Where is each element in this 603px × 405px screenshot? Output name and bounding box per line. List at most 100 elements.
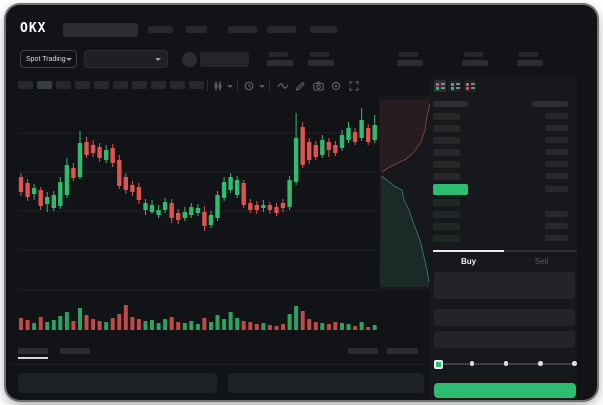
slider-dot-50[interactable] <box>503 361 509 366</box>
candle-body <box>169 203 174 218</box>
okx-logo[interactable]: OKX <box>20 21 47 36</box>
volume-bar <box>182 323 187 330</box>
chevron-down-icon <box>155 57 161 61</box>
draw-pencil-icon[interactable] <box>295 81 305 91</box>
toolbar-divider <box>237 80 238 91</box>
volume-bar <box>78 308 82 330</box>
price-field[interactable] <box>434 272 575 299</box>
market-type-dropdown[interactable]: Spot Trading <box>20 50 77 68</box>
candle-type-icon[interactable] <box>213 81 223 91</box>
total-field[interactable] <box>434 331 575 348</box>
candle-body <box>117 160 122 186</box>
camera-icon[interactable] <box>313 81 324 91</box>
candle-body <box>339 135 345 148</box>
candle-body <box>352 132 358 142</box>
candle-body <box>366 128 371 142</box>
toolbar-tool-placeholder[interactable] <box>189 81 204 89</box>
candle-body <box>254 205 259 210</box>
toolbar-tool-placeholder[interactable] <box>151 81 166 89</box>
nav-item-placeholder-4[interactable] <box>267 26 296 33</box>
slider-dot-100[interactable] <box>572 361 577 366</box>
orderbook-bid-price-bar[interactable] <box>433 235 460 242</box>
amount-field[interactable] <box>434 309 575 326</box>
bottom-tab-active[interactable] <box>18 348 48 354</box>
candle-body <box>45 197 50 204</box>
stat-label-placeholder <box>399 52 418 57</box>
stat-label-placeholder <box>464 52 483 57</box>
fullscreen-icon[interactable] <box>349 81 359 91</box>
volume-bar <box>346 324 351 330</box>
chevron-down-icon[interactable] <box>227 85 233 88</box>
search-input[interactable] <box>63 23 138 37</box>
orderbook-ask-price-bar[interactable] <box>433 161 460 168</box>
bottom-right-action-1[interactable] <box>348 348 378 354</box>
slider-handle[interactable] <box>434 359 443 369</box>
toolbar-tool-placeholder[interactable] <box>75 81 90 89</box>
book-bids-icon[interactable] <box>449 80 461 92</box>
toolbar-tool-placeholder-active[interactable] <box>37 81 52 89</box>
candle-body <box>215 195 220 218</box>
orderbook-header-price <box>433 101 468 107</box>
bottom-right-action-2[interactable] <box>387 348 418 354</box>
orderbook-bid-price-bar[interactable] <box>433 199 460 206</box>
candle-body <box>293 138 299 182</box>
candle-body <box>195 208 201 213</box>
book-combined-icon[interactable] <box>434 80 446 92</box>
orderbook-ask-price-bar[interactable] <box>433 137 460 144</box>
toolbar-tool-placeholder[interactable] <box>94 81 109 89</box>
tab-sell[interactable]: Sell <box>534 256 549 266</box>
toolbar-tool-placeholder[interactable] <box>170 81 185 89</box>
volume-bar <box>51 320 56 330</box>
candlestick-chart[interactable] <box>6 5 597 400</box>
orderbook-ask-price-bar[interactable] <box>433 125 460 132</box>
toolbar-tool-placeholder[interactable] <box>18 81 33 89</box>
nav-item-placeholder-3[interactable] <box>228 26 257 33</box>
orderbook-amount-bar <box>545 173 568 179</box>
orderbook-ask-price-bar[interactable] <box>433 149 460 156</box>
chevron-down-icon[interactable] <box>259 85 265 88</box>
toolbar-tool-placeholder[interactable] <box>132 81 147 89</box>
candle-body <box>320 140 325 155</box>
volume-bar <box>195 324 200 330</box>
orderbook-bid-price-bar[interactable] <box>433 211 460 218</box>
pair-selector-dropdown[interactable] <box>84 50 168 68</box>
orderbook-ask-price-bar[interactable] <box>433 173 460 180</box>
buy-button[interactable] <box>434 383 576 398</box>
tab-buy[interactable]: Buy <box>460 256 477 266</box>
slider-dot-25[interactable] <box>469 361 474 366</box>
depth-chart-background <box>379 96 432 290</box>
chevron-down-icon <box>65 57 72 61</box>
candle-body <box>64 165 70 195</box>
candle-body <box>280 203 286 208</box>
depth-bids-line <box>380 175 430 283</box>
candle-body <box>162 202 168 210</box>
bottom-tab-2[interactable] <box>60 348 90 354</box>
line-wave-icon[interactable] <box>277 81 289 91</box>
toolbar-tool-placeholder[interactable] <box>113 81 128 89</box>
tab-indicator-track <box>433 250 577 252</box>
last-price-placeholder <box>200 52 249 67</box>
slider-dot-75[interactable] <box>538 361 543 366</box>
volume-bar <box>38 317 43 330</box>
nav-item-placeholder-5[interactable] <box>310 26 337 33</box>
nav-item-placeholder-1[interactable] <box>148 26 173 33</box>
volume-bar <box>333 322 338 330</box>
volume-bar <box>150 320 154 330</box>
candle-body <box>307 142 312 160</box>
candle-body <box>189 207 194 215</box>
orderbook-bid-price-bar[interactable] <box>433 223 460 230</box>
last-price-pill[interactable] <box>433 184 468 195</box>
settings-gear-icon[interactable] <box>331 81 341 91</box>
candle-body <box>267 205 273 210</box>
volume-bar <box>209 322 213 330</box>
volume-bar <box>202 318 207 330</box>
depth-asks-area <box>380 100 430 172</box>
nav-item-placeholder-2[interactable] <box>186 26 207 33</box>
orderbook-ask-price-bar[interactable] <box>433 113 460 120</box>
volume-bar <box>156 323 161 330</box>
book-asks-icon[interactable] <box>464 80 476 92</box>
interval-clock-icon[interactable] <box>244 81 254 91</box>
volume-bar <box>176 322 181 330</box>
toolbar-tool-placeholder[interactable] <box>56 81 71 89</box>
candle-body <box>241 183 246 205</box>
